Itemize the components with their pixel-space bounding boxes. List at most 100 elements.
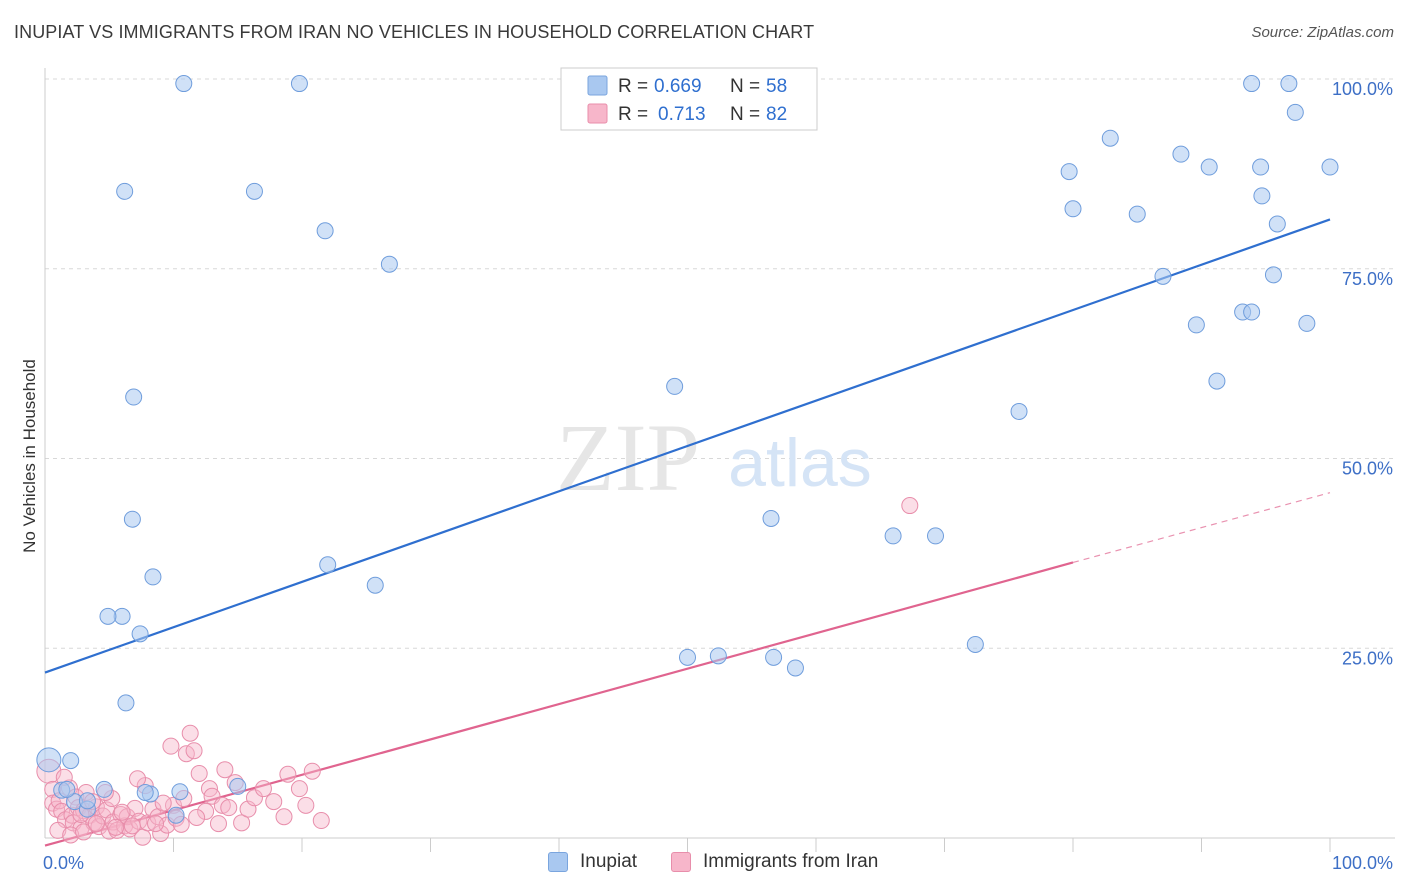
point-iran (126, 799, 144, 817)
trend-line-inupiat (44, 218, 1331, 674)
x-tick-label: 100.0% (1332, 853, 1393, 873)
point-iran (901, 497, 919, 515)
point-inupiat (144, 568, 162, 586)
legend-n-value: 82 (766, 104, 787, 125)
point-iran (87, 815, 105, 833)
point-inupiat (1060, 163, 1078, 181)
point-inupiat (171, 783, 189, 801)
legend-bottom: Inupiat Immigrants from Iran (0, 851, 1406, 879)
point-inupiat (1243, 75, 1261, 93)
point-inupiat (679, 648, 696, 666)
point-inupiat (1321, 158, 1339, 176)
y-tick-label: 75.0% (1342, 269, 1393, 289)
point-inupiat (319, 556, 337, 574)
tick-labels: 25.0% 50.0% 75.0% 100.0% 0.0% 100.0% (43, 79, 1393, 873)
trend-lines (44, 218, 1331, 847)
point-iran (303, 762, 321, 780)
point-iran (107, 818, 125, 836)
point-inupiat (58, 780, 76, 798)
y-tick-label: 50.0% (1342, 459, 1393, 479)
point-inupiat (167, 806, 185, 824)
point-inupiat (366, 576, 384, 594)
point-inupiat (136, 783, 154, 801)
point-inupiat (290, 75, 308, 93)
point-iran (113, 803, 131, 821)
point-inupiat (125, 388, 143, 406)
chart-title: INUPIAT VS IMMIGRANTS FROM IRAN NO VEHIC… (14, 22, 815, 42)
point-inupiat (1010, 402, 1028, 420)
point-inupiat (95, 780, 113, 798)
y-axis-label: No Vehicles in Household (20, 359, 39, 553)
chart-source: Source: ZipAtlas.com (1251, 24, 1394, 41)
point-inupiat (1200, 158, 1218, 176)
point-iran (188, 809, 206, 827)
point-iran (197, 802, 215, 820)
trend-extension-iran (1072, 492, 1331, 564)
legend-swatch (671, 852, 691, 872)
y-tick-label: 100.0% (1332, 79, 1393, 99)
point-inupiat (1286, 103, 1304, 121)
legend-r-label: R = (618, 76, 648, 97)
point-iran (216, 761, 234, 779)
point-inupiat (99, 607, 117, 625)
point-inupiat (1064, 200, 1082, 218)
point-inupiat (62, 752, 80, 770)
legend-r-label: R = (618, 104, 648, 125)
point-iran (185, 742, 203, 760)
point-inupiat (666, 377, 684, 395)
point-inupiat (316, 222, 334, 240)
legend-swatch (548, 852, 568, 872)
point-iran (213, 796, 231, 814)
point-inupiat (1208, 372, 1226, 390)
point-iran (297, 796, 315, 814)
point-inupiat (966, 635, 984, 653)
point-inupiat (1298, 314, 1316, 332)
point-inupiat (78, 792, 96, 810)
x-tick-label: 0.0% (43, 853, 84, 873)
point-iran (254, 780, 272, 798)
point-iran (279, 765, 297, 783)
point-iran (75, 823, 93, 841)
point-inupiat (175, 75, 193, 93)
point-inupiat (116, 182, 134, 200)
legend-item-inupiat[interactable]: Inupiat (548, 851, 637, 873)
point-inupiat (1154, 267, 1172, 285)
legend-n-label: N = (730, 104, 760, 125)
watermark-zip: ZIP (556, 404, 700, 511)
point-iran (290, 780, 308, 798)
point-iran (154, 794, 172, 812)
point-iran (147, 815, 165, 833)
point-iran (181, 724, 199, 742)
point-iran (265, 793, 283, 811)
legend-n-label: N = (730, 76, 760, 97)
legend-r-value: 0.669 (654, 76, 702, 97)
point-inupiat (762, 509, 780, 527)
point-iran (62, 826, 80, 844)
legend-item-iran[interactable]: Immigrants from Iran (671, 851, 878, 873)
point-iran (209, 815, 227, 833)
point-inupiat (765, 648, 783, 666)
legend-r-value: 0.713 (658, 104, 706, 125)
data-points (36, 75, 1339, 846)
point-iran (129, 770, 147, 788)
point-inupiat (131, 625, 149, 643)
legend-swatch-iran (587, 103, 608, 124)
point-inupiat (1172, 145, 1190, 163)
point-inupiat (1187, 316, 1205, 334)
point-iran (275, 808, 293, 826)
gridlines (45, 78, 1395, 649)
point-inupiat (1264, 266, 1282, 284)
point-inupiat (1253, 187, 1271, 205)
point-inupiat (113, 607, 131, 625)
point-inupiat (1252, 158, 1270, 176)
legend-label: Immigrants from Iran (703, 851, 879, 872)
point-iran (49, 821, 67, 839)
point-inupiat (245, 182, 263, 200)
point-inupiat (1243, 303, 1261, 321)
point-inupiat (786, 659, 804, 677)
point-iran (123, 817, 141, 835)
point-inupiat (117, 694, 135, 712)
point-inupiat (36, 747, 62, 773)
legend-n-value: 58 (766, 76, 787, 97)
